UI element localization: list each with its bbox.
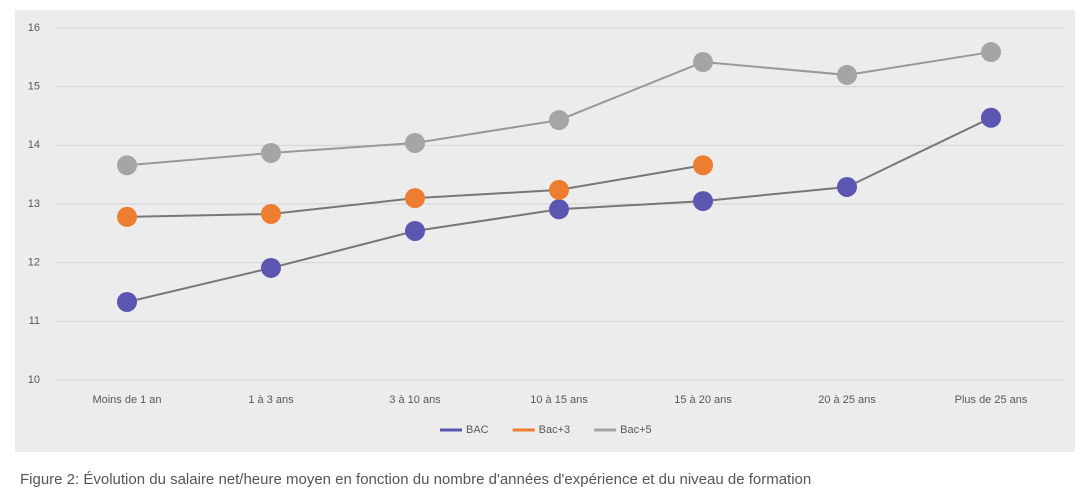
y-tick-label: 10: [28, 374, 40, 386]
data-point: [405, 132, 425, 153]
y-tick-label: 14: [28, 139, 40, 151]
data-point: [837, 176, 857, 197]
data-point: [261, 142, 281, 163]
data-point: [261, 257, 281, 278]
x-tick-label: 20 à 25 ans: [818, 394, 876, 406]
x-tick-label: 15 à 20 ans: [674, 394, 732, 406]
data-point: [837, 64, 857, 85]
data-point: [693, 155, 713, 176]
y-tick-label: 12: [28, 257, 40, 269]
legend-label: Bac+3: [539, 424, 571, 436]
x-tick-label: 1 à 3 ans: [248, 394, 294, 406]
y-tick-label: 15: [28, 81, 40, 93]
data-point: [693, 191, 713, 212]
data-point: [981, 107, 1001, 128]
x-tick-label: 3 à 10 ans: [389, 394, 441, 406]
data-point: [693, 52, 713, 73]
y-tick-label: 16: [28, 22, 40, 34]
y-tick-label: 11: [29, 315, 40, 327]
data-point: [117, 291, 137, 312]
x-tick-label: 10 à 15 ans: [530, 394, 588, 406]
caption: Figure 2: Évolution du salaire net/heure…: [20, 471, 811, 488]
data-point: [405, 188, 425, 209]
data-point: [981, 42, 1001, 63]
legend-label: BAC: [466, 424, 489, 436]
legend-label: Bac+5: [620, 424, 652, 436]
chart-area: [15, 10, 1075, 452]
data-point: [549, 179, 569, 200]
x-tick-label: Moins de 1 an: [92, 394, 161, 406]
x-tick-label: Plus de 25 ans: [955, 394, 1028, 406]
y-tick-label: 13: [28, 198, 40, 210]
data-point: [549, 110, 569, 131]
data-point: [117, 155, 137, 176]
data-point: [405, 220, 425, 241]
data-point: [549, 199, 569, 220]
data-point: [261, 203, 281, 224]
data-point: [117, 206, 137, 227]
